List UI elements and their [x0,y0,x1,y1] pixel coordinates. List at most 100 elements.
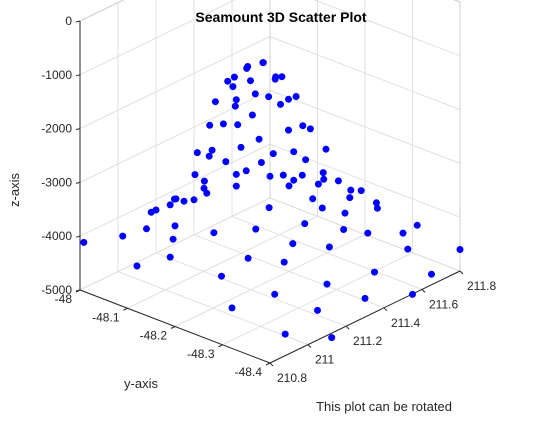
data-point [285,182,293,190]
x-tick-label: 211 [315,353,334,367]
box-edge-top-back [79,0,125,22]
data-point [224,77,232,85]
grid-line-y-floor [222,252,413,346]
data-point [269,150,277,158]
grid-line-z-side [269,89,461,164]
data-point [320,175,328,183]
data-point [334,177,342,185]
data-point [328,334,336,342]
grid-line-y-floor [174,234,366,327]
data-point [323,280,331,288]
data-point [237,143,245,151]
data-point [279,171,287,179]
data-point [428,270,435,278]
grid-line-z-back [79,36,271,130]
grid-line-z-back [79,197,271,291]
data-point [152,206,160,214]
data-point [371,268,378,276]
data-point [265,204,273,212]
data-point [278,73,286,81]
z-tick-mark [75,289,81,292]
x-tick-mark [345,325,350,330]
data-point [242,167,250,175]
data-point [231,102,239,110]
data-point [234,121,242,129]
data-point [399,229,407,237]
data-point [244,63,252,70]
z-tick-mark [75,20,81,23]
data-point [218,272,225,280]
grid-line-z-back [79,0,236,76]
y-tick-mark [265,362,271,366]
data-point [318,204,326,212]
data-point [200,184,208,192]
data-point [247,77,254,85]
z-tick-label: -5000 [41,283,72,297]
y-tick-label: -48.3 [187,347,215,361]
data-point [319,169,327,177]
y-tick-label: -48.4 [235,365,263,379]
data-point [347,186,355,194]
data-point [166,253,174,261]
data-point [119,232,127,240]
y-tick-mark [123,307,128,311]
grid-line-y-floor [127,215,318,309]
data-point [361,294,369,302]
data-point [271,290,279,298]
back-wall-y [80,0,270,290]
data-point [325,243,333,251]
data-point [143,225,150,233]
grid-line-z-side [269,36,461,111]
data-point [277,100,284,108]
data-points [80,59,464,342]
data-point [314,180,322,188]
y-tick-label: -48 [55,292,73,306]
data-point [80,238,88,246]
data-point [180,197,188,205]
data-point [289,240,297,248]
data-point [373,204,381,212]
data-point [252,225,260,233]
y-tick-label: -48.2 [140,329,168,343]
x-tick-mark [383,307,388,312]
data-point [309,195,317,203]
data-point [302,156,310,164]
y-tick-mark [170,326,176,329]
data-point [133,262,141,270]
y-axis-label: y-axis [124,376,158,391]
grid-line-z-side [313,0,461,57]
data-point [166,201,174,209]
z-tick-label: -4000 [41,229,72,243]
data-point [171,222,179,230]
data-point [357,187,365,195]
data-point [364,229,372,237]
data-point [171,195,178,203]
data-point [208,146,216,154]
z-tick-mark [75,74,81,77]
x-axis-line [269,270,461,364]
data-point [232,96,240,104]
y-tick-mark [218,344,223,348]
x-tick-label: 210.8 [277,371,307,385]
data-point [210,229,218,237]
data-point [409,290,416,298]
data-point [232,182,240,190]
data-point [191,171,199,179]
data-point [266,172,274,180]
data-point [413,221,421,229]
z-tick-label: 0 [65,14,72,28]
data-point [298,171,306,179]
data-point [285,95,292,103]
data-point [248,111,256,119]
data-point [211,98,219,106]
z-axis-label: z-axis [7,173,22,207]
data-point [272,73,280,81]
z-tick-mark [75,128,81,131]
z-tick-label: -3000 [41,175,72,189]
x-axis-label: This plot can be rotated [316,399,452,414]
data-point [193,149,201,157]
z-tick-label: -2000 [41,122,72,136]
data-point [299,122,307,130]
